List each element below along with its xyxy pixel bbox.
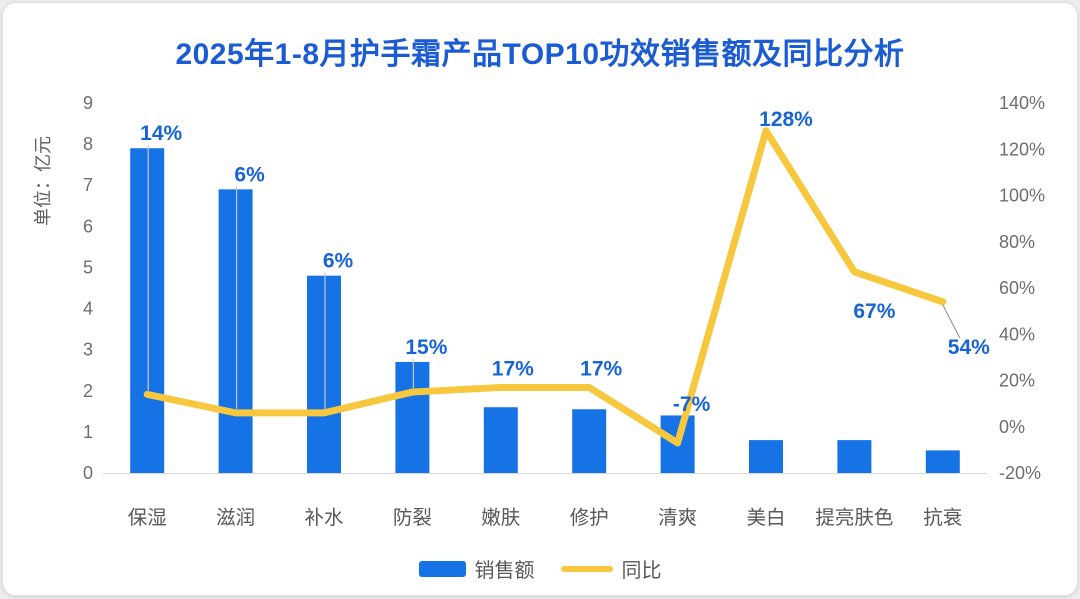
left-axis-tick: 4 — [83, 299, 93, 319]
yoy-point-label: 54% — [948, 336, 990, 359]
yoy-point-label: 14% — [140, 122, 182, 145]
yoy-point-label: 128% — [759, 108, 813, 131]
bar-美白[interactable] — [749, 440, 783, 473]
yoy-point-label: 17% — [580, 357, 622, 380]
x-axis-label-补水: 补水 — [304, 507, 343, 529]
left-axis-tick: 2 — [83, 381, 93, 401]
x-axis-label-滋润: 滋润 — [216, 507, 255, 529]
yoy-point-label: 6% — [234, 163, 265, 186]
left-axis-tick: 1 — [83, 422, 93, 442]
right-axis-tick: 0% — [999, 417, 1025, 437]
left-axis-unit-label: 单位：亿元 — [33, 136, 53, 226]
label-leader-line — [942, 304, 961, 339]
bar-滋润[interactable] — [218, 189, 253, 474]
plot-area: 0 1 2 3 4 5 6 7 8 9 -20% 0% 20% 40% 60% 80% 100% 120% 140%… — [83, 93, 1045, 529]
sales-bar-swatch-icon — [418, 560, 466, 577]
sales-yoy-chart: 单位：亿元 0 1 2 3 4 5 6 7 8 9 -20% 0% 20% 40% 60% 80% 100% 12… — [33, 93, 1045, 529]
left-axis-tick: 6 — [83, 216, 93, 236]
bar-抗衰[interactable] — [925, 450, 960, 473]
chart-title: 2025年1-8月护手霜产品TOP10功效销售额及同比分析 — [175, 38, 905, 71]
yoy-point-label: -7% — [673, 393, 711, 416]
right-axis-tick: 120% — [999, 139, 1045, 159]
legend-label-sales: 销售额 — [474, 560, 535, 582]
x-axis-label-防裂: 防裂 — [393, 507, 432, 529]
x-axis-label-保湿: 保湿 — [128, 507, 167, 529]
yoy-point-label: 15% — [405, 336, 447, 359]
right-axis-tick: -20% — [999, 463, 1041, 483]
left-axis-tick: 9 — [83, 93, 93, 113]
left-axis-tick: 0 — [83, 463, 93, 483]
left-axis-tick: 3 — [83, 340, 93, 360]
bar-保湿[interactable] — [130, 148, 165, 473]
left-axis-tick: 5 — [83, 257, 93, 277]
legend-label-yoy: 同比 — [621, 560, 662, 582]
x-axis-label-抗衰: 抗衰 — [923, 507, 962, 529]
yoy-point-label: 17% — [492, 357, 534, 380]
yoy-line-swatch-icon — [560, 565, 613, 572]
x-axis-label-清爽: 清爽 — [658, 507, 697, 529]
x-axis-label-提亮肤色: 提亮肤色 — [815, 507, 893, 529]
yoy-line[interactable] — [143, 127, 947, 447]
x-axis-label-嫩肤: 嫩肤 — [481, 507, 520, 529]
bar-提亮肤色[interactable] — [837, 440, 872, 473]
chart-legend: 销售额 同比 — [3, 554, 1077, 583]
right-axis-tick: 40% — [999, 324, 1035, 344]
right-axis-tick: 100% — [999, 186, 1045, 206]
yoy-point-label: 67% — [853, 300, 895, 323]
right-axis-tick: 140% — [999, 93, 1045, 113]
x-axis-label-修护: 修护 — [570, 507, 609, 529]
right-axis-tick: 60% — [999, 278, 1035, 298]
x-axis-label-美白: 美白 — [746, 507, 785, 529]
bar-修护[interactable] — [572, 409, 607, 473]
bar-嫩肤[interactable] — [483, 407, 518, 473]
bar-补水[interactable] — [307, 275, 341, 473]
bar-防裂[interactable] — [395, 362, 430, 473]
legend-item-yoy[interactable]: 同比 — [560, 554, 662, 583]
left-axis-tick: 7 — [83, 175, 93, 195]
left-axis-tick: 8 — [83, 134, 93, 154]
right-axis-tick: 80% — [999, 232, 1035, 252]
yoy-point-label: 6% — [323, 250, 354, 273]
right-axis-tick: 20% — [999, 371, 1035, 391]
legend-item-sales[interactable]: 销售额 — [418, 554, 535, 583]
